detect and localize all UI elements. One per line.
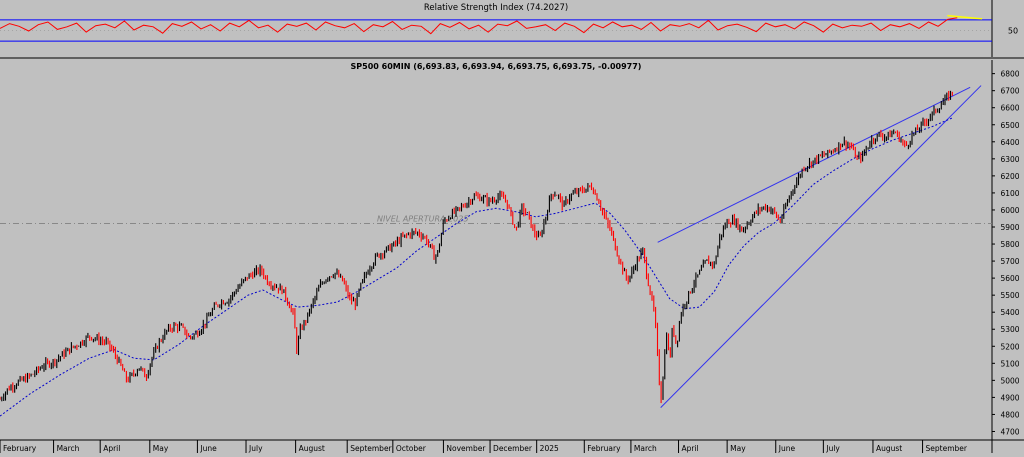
price-tick-label: 5700 — [1000, 257, 1019, 266]
date-tick-label: June — [778, 444, 796, 453]
price-tick-label: 5600 — [1000, 274, 1019, 283]
price-tick-label: 5400 — [1000, 308, 1019, 317]
date-tick-label: August — [876, 444, 902, 453]
price-tick-label: 5500 — [1000, 291, 1019, 300]
date-tick-label: March — [634, 444, 657, 453]
price-title: SP500 60MIN (6,693.83, 6,693.94, 6,693.7… — [351, 62, 642, 71]
date-tick-label: October — [396, 444, 427, 453]
date-tick-label: November — [446, 444, 486, 453]
price-tick-label: 6000 — [1000, 206, 1019, 215]
rsi-title: Relative Strength Index (74.2027) — [424, 3, 568, 13]
date-tick-label: July — [825, 444, 840, 453]
date-tick-label: March — [57, 444, 80, 453]
date-tick-label: 2025 — [540, 444, 559, 453]
date-tick-label: May — [153, 444, 169, 453]
rsi-panel: Relative Strength Index (74.2027) 50 — [0, 0, 1024, 59]
trendline-2 — [660, 85, 982, 408]
price-tick-label: 5100 — [1000, 359, 1019, 368]
price-tick-label: 4900 — [1000, 393, 1019, 402]
date-tick-label: April — [682, 444, 699, 453]
price-bars — [0, 90, 953, 404]
price-tick-label: 4800 — [1000, 410, 1019, 419]
price-tick-label: 6800 — [1000, 70, 1019, 79]
date-tick-label: September — [926, 444, 968, 453]
price-tick-label: 5200 — [1000, 342, 1019, 351]
price-tick-label: 6400 — [1000, 138, 1019, 147]
opening-level-label: NIVEL APERTURA 2025 — [377, 215, 468, 224]
price-tick-label: 6200 — [1000, 172, 1019, 181]
trendline-1 — [657, 86, 971, 243]
date-tick-label: February — [3, 444, 37, 453]
date-tick-label: June — [199, 444, 217, 453]
price-tick-label: 5000 — [1000, 376, 1019, 385]
date-tick-label: April — [103, 444, 120, 453]
date-tick-label: May — [730, 444, 746, 453]
rsi-trendline — [947, 14, 983, 20]
price-tick-label: 5800 — [1000, 240, 1019, 249]
date-tick-label: August — [299, 444, 325, 453]
price-tick-label: 6100 — [1000, 189, 1019, 198]
price-tick-label: 5900 — [1000, 223, 1019, 232]
price-tick-label: 6500 — [1000, 121, 1019, 130]
price-tick-label: 6700 — [1000, 87, 1019, 96]
date-tick-label: February — [587, 444, 621, 453]
price-tick-label: 4700 — [1000, 427, 1019, 436]
date-tick-label: July — [248, 444, 263, 453]
date-tick-label: September — [350, 444, 392, 453]
rsi-line — [0, 17, 958, 35]
price-panel: SP500 60MIN (6,693.83, 6,693.94, 6,693.7… — [0, 60, 1024, 453]
price-tick-label: 6300 — [1000, 155, 1019, 164]
price-tick-label: 6600 — [1000, 104, 1019, 113]
rsi-tick-label: 50 — [1008, 27, 1018, 36]
price-tick-label: 5300 — [1000, 325, 1019, 334]
date-tick-label: December — [493, 444, 533, 453]
